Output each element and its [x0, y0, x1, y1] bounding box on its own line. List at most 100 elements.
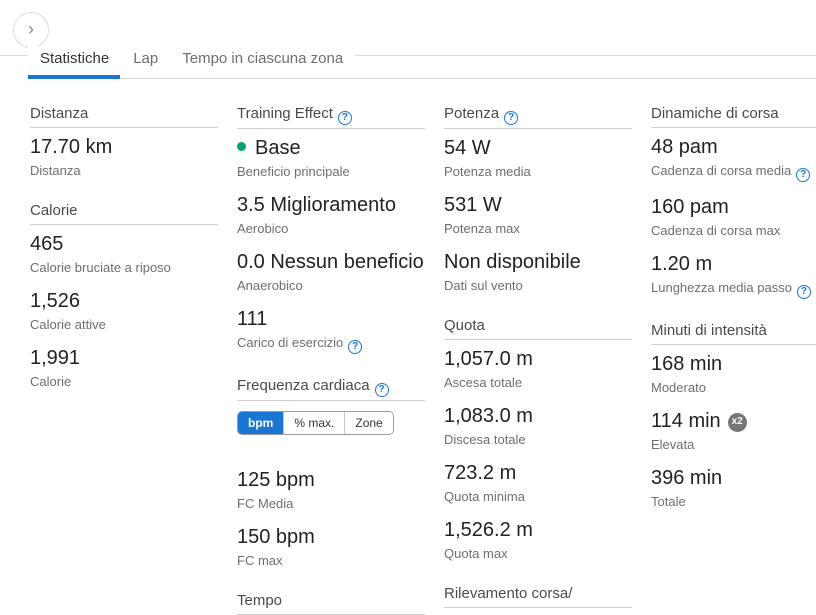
stat-item: 1,083.0 m Discesa totale	[444, 403, 632, 448]
stat-label-text: Cadenza di corsa media	[651, 163, 792, 178]
stat-label: Elevata	[651, 437, 695, 452]
section-dinamiche-di-corsa: Dinamiche di corsa 48 pam Cadenza di cor…	[651, 104, 816, 299]
tabbar-top-divider	[0, 55, 816, 56]
section-title-text: Potenza	[444, 105, 500, 122]
section-rilevamento-corsa-clipped: Rilevamento corsa/	[444, 584, 632, 608]
stat-item: 111 Carico di esercizio?	[237, 306, 425, 354]
stat-item: 17.70 km Distanza	[30, 134, 218, 179]
section-title: Tempo	[237, 591, 425, 615]
tabbar-bottom-divider	[30, 78, 816, 79]
section-title: Rilevamento corsa/	[444, 584, 632, 608]
stat-label: Moderato	[651, 380, 706, 395]
stat-value: Non disponibile	[444, 251, 581, 273]
section-title-text: Frequenza cardiaca	[237, 377, 370, 394]
stat-item: 160 pam Cadenza di corsa max	[651, 194, 816, 239]
section-title: Calorie	[30, 201, 218, 225]
stats-column-3: Potenza? 54 W Potenza media 531 W Potenz…	[444, 104, 632, 615]
section-minuti-di-intensita: Minuti di intensità 168 min Moderato 114…	[651, 321, 816, 510]
expand-button[interactable]: ›	[13, 12, 49, 48]
stat-value: 17.70 km	[30, 136, 113, 158]
stat-label: Cadenza di corsa max	[651, 223, 781, 238]
stat-value: 1,526.2 m	[444, 519, 533, 541]
section-title: Potenza?	[444, 104, 632, 129]
x2-multiplier-badge: x2	[727, 412, 747, 432]
stat-label: Beneficio principale	[237, 164, 350, 179]
section-distanza: Distanza 17.70 km Distanza	[30, 104, 218, 179]
help-icon[interactable]: ?	[337, 111, 352, 125]
heart-rate-unit-toggle: bpm % max. Zone	[237, 411, 394, 435]
stat-value: 1,083.0 m	[444, 405, 533, 427]
section-title-text: Training Effect	[237, 105, 333, 122]
stat-item: 48 pam Cadenza di corsa media?	[651, 134, 816, 182]
help-icon[interactable]: ?	[796, 285, 811, 299]
help-icon[interactable]: ?	[504, 111, 519, 125]
stat-value: 168 min	[651, 353, 723, 375]
stat-item: 1,991 Calorie	[30, 345, 218, 390]
stat-item: 0.0 Nessun beneficio Anaerobico	[237, 249, 425, 294]
section-title: Quota	[444, 316, 632, 340]
stat-item: 54 W Potenza media	[444, 135, 632, 180]
stat-value: 1.20 m	[651, 253, 713, 275]
toggle-option-zone[interactable]: Zone	[344, 412, 393, 434]
help-icon[interactable]: ?	[348, 340, 363, 354]
tab-tempo-in-ciascuna-zona[interactable]: Tempo in ciascuna zona	[182, 50, 344, 67]
stat-value: 531 W	[444, 194, 502, 216]
stat-item: 168 min Moderato	[651, 351, 816, 396]
stat-label-text: Lunghezza media passo	[651, 280, 792, 295]
section-calorie: Calorie 465 Calorie bruciate a riposo 1,…	[30, 201, 218, 390]
stat-label: Anaerobico	[237, 278, 303, 293]
section-training-effect: Training Effect? Base Beneficio principa…	[237, 104, 425, 354]
help-icon[interactable]: ?	[796, 168, 811, 182]
toggle-option-percent-max[interactable]: % max.	[283, 412, 345, 434]
stat-label: FC max	[237, 553, 283, 568]
stat-label-text: Carico di esercizio	[237, 335, 344, 350]
stat-label: Calorie attive	[30, 317, 106, 332]
stat-item: 114 min x2 Elevata	[651, 408, 816, 453]
stat-value: 150 bpm	[237, 526, 315, 548]
stat-value: 1,526	[30, 290, 81, 312]
stat-label: Carico di esercizio?	[237, 335, 425, 354]
tab-bar: Statistiche Lap Tempo in ciascuna zona	[28, 46, 356, 72]
tab-lap[interactable]: Lap	[133, 50, 159, 67]
stat-label: Quota minima	[444, 489, 525, 504]
stat-item: 1,057.0 m Ascesa totale	[444, 346, 632, 391]
section-title: Distanza	[30, 104, 218, 128]
stats-column-1: Distanza 17.70 km Distanza Calorie 465 C…	[30, 104, 218, 615]
stat-item: 723.2 m Quota minima	[444, 460, 632, 505]
stats-column-2: Training Effect? Base Beneficio principa…	[237, 104, 425, 615]
section-tempo-clipped: Tempo	[237, 591, 425, 615]
stat-value: 0.0 Nessun beneficio	[237, 251, 424, 273]
stat-label: Totale	[651, 494, 686, 509]
section-title: Frequenza cardiaca?	[237, 376, 425, 401]
stat-item: Non disponibile Dati sul vento	[444, 249, 632, 294]
stat-item: 125 bpm FC Media	[237, 467, 425, 512]
stat-label: Lunghezza media passo?	[651, 280, 816, 299]
help-icon[interactable]: ?	[374, 383, 389, 397]
section-title: Training Effect?	[237, 104, 425, 129]
stat-item: Base Beneficio principale	[237, 135, 425, 180]
stat-label: Discesa totale	[444, 432, 526, 447]
tab-statistiche[interactable]: Statistiche	[40, 50, 110, 67]
stat-item: 1,526.2 m Quota max	[444, 517, 632, 562]
stat-value: 1,991	[30, 347, 81, 369]
stat-value-text: 114 min	[651, 410, 721, 432]
stat-item: 396 min Totale	[651, 465, 816, 510]
training-effect-dot-icon	[237, 142, 246, 151]
toggle-option-bpm[interactable]: bpm	[238, 412, 284, 434]
stat-item: 1.20 m Lunghezza media passo?	[651, 251, 816, 299]
stat-label: Cadenza di corsa media?	[651, 163, 816, 182]
stat-label: Potenza media	[444, 164, 531, 179]
stat-value: 3.5 Miglioramento	[237, 194, 396, 216]
stat-value: 1,057.0 m	[444, 348, 533, 370]
stat-label: Calorie	[30, 374, 72, 389]
stat-value: 160 pam	[651, 196, 729, 218]
stat-value: 111	[237, 308, 268, 330]
stats-column-4: Dinamiche di corsa 48 pam Cadenza di cor…	[651, 104, 816, 615]
stat-item: 465 Calorie bruciate a riposo	[30, 231, 218, 276]
stat-item: 531 W Potenza max	[444, 192, 632, 237]
stat-item: 150 bpm FC max	[237, 524, 425, 569]
stat-label: Dati sul vento	[444, 278, 523, 293]
stat-value: 396 min	[651, 467, 723, 489]
chevron-right-icon: ›	[28, 19, 34, 39]
